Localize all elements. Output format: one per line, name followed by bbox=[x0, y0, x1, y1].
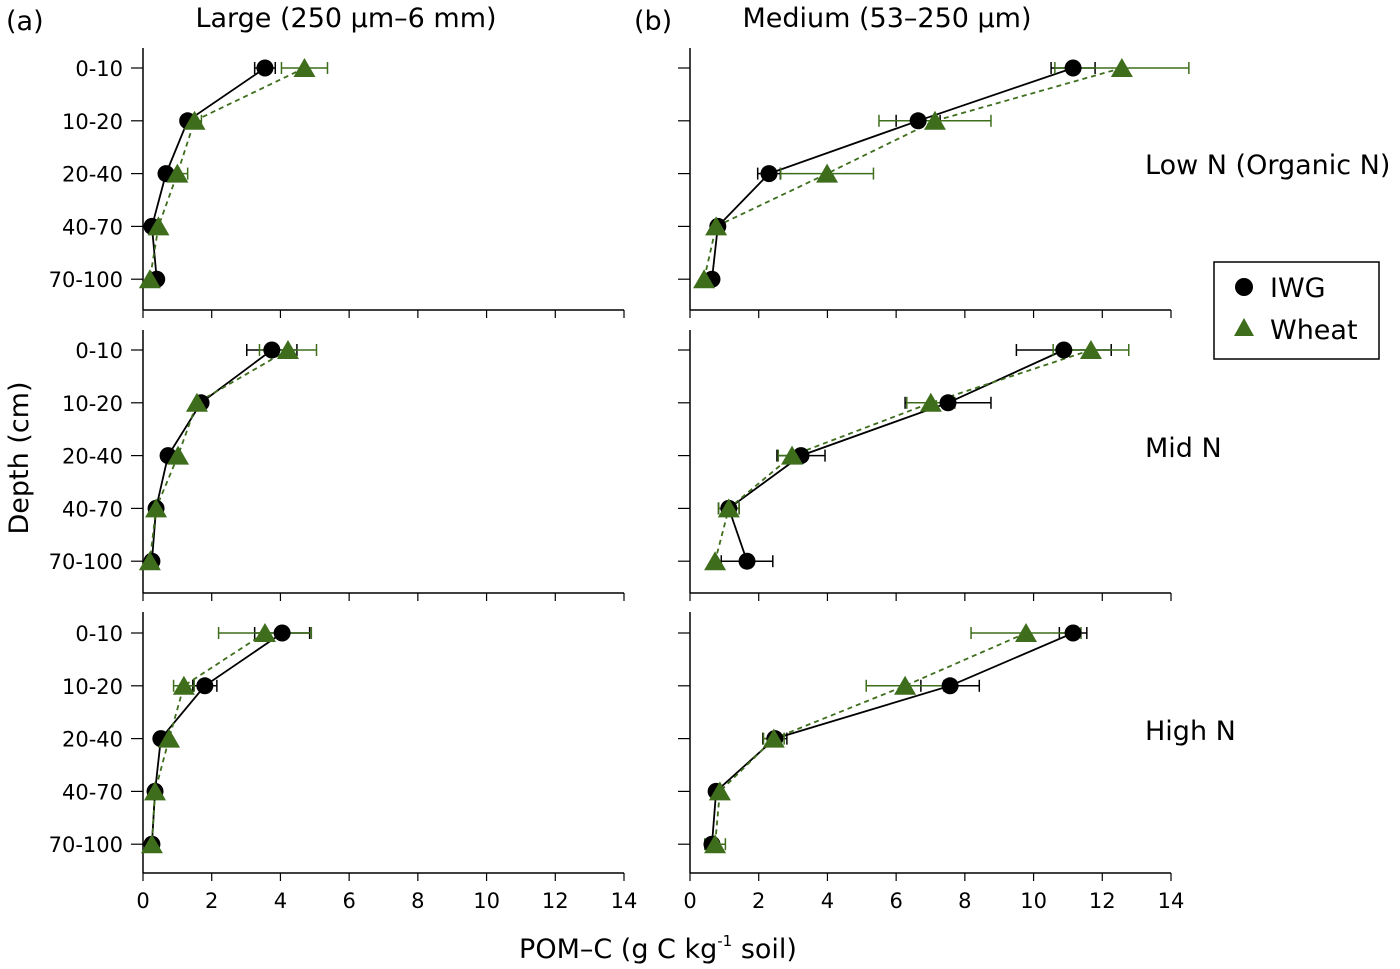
wheat-data-point bbox=[138, 551, 161, 571]
plot-area: 0-10 10-20 20-40 40-70 70-100 0-10 10-20 20-40 4… bbox=[49, 48, 1190, 913]
wheat-series-line bbox=[714, 349, 1092, 562]
legend-wheat-marker bbox=[1234, 318, 1254, 336]
wheat-data-point bbox=[762, 728, 785, 748]
wheat-data-point bbox=[894, 675, 917, 695]
y-tick-label: 40-70 bbox=[62, 215, 123, 239]
panel-b-title: Medium (53–250 µm) bbox=[742, 3, 1031, 34]
y-axis-label: Depth (cm) bbox=[4, 381, 35, 534]
iwg-data-point bbox=[738, 552, 756, 570]
iwg-data-point bbox=[939, 394, 957, 412]
x-axis-label-tail: soil) bbox=[732, 934, 797, 965]
wheat-data-point bbox=[172, 675, 195, 695]
x-tick-label: 4 bbox=[274, 889, 287, 913]
wheat-series-line bbox=[148, 67, 305, 280]
iwg-data-point bbox=[1064, 624, 1082, 642]
y-tick-label: 70-100 bbox=[49, 550, 123, 574]
y-tick-label: 0-10 bbox=[75, 57, 123, 81]
legend-iwg-marker bbox=[1235, 278, 1253, 296]
iwg-data-point bbox=[273, 624, 291, 642]
x-axis-label: POM–C (g C kg-1 soil) bbox=[519, 932, 797, 965]
wheat-series-line bbox=[714, 632, 1027, 845]
y-tick-label: 10-20 bbox=[62, 675, 123, 699]
wheat-data-point bbox=[253, 623, 276, 642]
wheat-data-point bbox=[923, 110, 946, 130]
x-tick-label: 0 bbox=[683, 889, 696, 913]
wheat-series-line bbox=[148, 349, 289, 562]
wheat-data-point bbox=[704, 551, 727, 571]
y-tick-label: 0-10 bbox=[75, 339, 123, 363]
legend-box bbox=[1213, 261, 1380, 360]
iwg-data-point bbox=[909, 112, 927, 130]
wheat-data-point bbox=[158, 728, 181, 748]
row-label-mid-n: Mid N bbox=[1145, 433, 1222, 464]
x-axis-label-main: POM–C (g C kg bbox=[519, 934, 717, 965]
iwg-data-point bbox=[760, 165, 778, 183]
legend-wheat-label: Wheat bbox=[1270, 315, 1358, 346]
y-tick-label: 0-10 bbox=[75, 622, 123, 646]
iwg-data-point bbox=[196, 677, 214, 695]
wheat-data-point bbox=[705, 216, 728, 236]
wheat-data-point bbox=[166, 163, 189, 183]
x-tick-label: 6 bbox=[889, 889, 902, 913]
panel-b-label: (b) bbox=[634, 6, 672, 37]
legend-iwg-label: IWG bbox=[1270, 273, 1326, 304]
x-tick-label: 8 bbox=[958, 889, 971, 913]
x-axis-label-sup: -1 bbox=[717, 932, 732, 950]
x-tick-label: 8 bbox=[411, 889, 424, 913]
panel-a-label: (a) bbox=[6, 6, 44, 37]
wheat-data-point bbox=[138, 269, 161, 289]
wheat-data-point bbox=[717, 498, 740, 518]
x-tick-label: 10 bbox=[473, 889, 500, 913]
y-tick-label: 70-100 bbox=[49, 268, 123, 292]
y-tick-label: 20-40 bbox=[62, 728, 123, 752]
wheat-data-point bbox=[293, 58, 316, 77]
wheat-data-point bbox=[1110, 58, 1133, 77]
iwg-data-point bbox=[941, 677, 959, 695]
wheat-data-point bbox=[145, 498, 168, 518]
iwg-data-point bbox=[256, 59, 274, 77]
iwg-data-point bbox=[1064, 59, 1082, 77]
wheat-data-point bbox=[183, 110, 206, 130]
x-tick-label: 12 bbox=[1089, 889, 1116, 913]
wheat-data-point bbox=[1079, 340, 1102, 359]
x-tick-label: 14 bbox=[611, 889, 638, 913]
x-tick-label: 14 bbox=[1158, 889, 1185, 913]
panel-a-title: Large (250 µm–6 mm) bbox=[195, 3, 496, 34]
wheat-data-point bbox=[140, 834, 163, 854]
row-label-high-n: High N bbox=[1145, 716, 1236, 747]
x-tick-label: 10 bbox=[1020, 889, 1047, 913]
y-tick-label: 40-70 bbox=[62, 780, 123, 804]
y-tick-label: 20-40 bbox=[62, 163, 123, 187]
wheat-data-point bbox=[276, 340, 299, 359]
y-tick-label: 10-20 bbox=[62, 110, 123, 134]
wheat-data-point bbox=[919, 392, 942, 412]
wheat-data-point bbox=[704, 834, 727, 854]
x-tick-label: 2 bbox=[205, 889, 218, 913]
wheat-data-point bbox=[147, 216, 170, 236]
iwg-data-point bbox=[1055, 341, 1073, 359]
x-tick-label: 0 bbox=[136, 889, 149, 913]
x-tick-label: 6 bbox=[342, 889, 355, 913]
wheat-data-point bbox=[708, 781, 731, 801]
y-tick-label: 70-100 bbox=[49, 833, 123, 857]
row-label-low-n: Low N (Organic N) bbox=[1145, 150, 1390, 181]
legend: IWG Wheat bbox=[1213, 261, 1380, 360]
y-tick-label: 40-70 bbox=[62, 497, 123, 521]
wheat-data-point bbox=[167, 445, 190, 465]
x-tick-label: 12 bbox=[542, 889, 569, 913]
wheat-data-point bbox=[693, 269, 716, 289]
wheat-data-point bbox=[816, 163, 839, 183]
wheat-data-point bbox=[1015, 623, 1038, 642]
wheat-data-point bbox=[185, 392, 208, 412]
iwg-data-point bbox=[263, 341, 281, 359]
x-tick-label: 4 bbox=[821, 889, 834, 913]
wheat-data-point bbox=[781, 445, 804, 465]
wheat-series-line bbox=[151, 632, 266, 845]
wheat-data-point bbox=[144, 781, 167, 801]
wheat-series-line bbox=[703, 67, 1123, 280]
y-tick-label: 10-20 bbox=[62, 392, 123, 416]
y-tick-label: 20-40 bbox=[62, 445, 123, 469]
x-tick-label: 2 bbox=[752, 889, 765, 913]
